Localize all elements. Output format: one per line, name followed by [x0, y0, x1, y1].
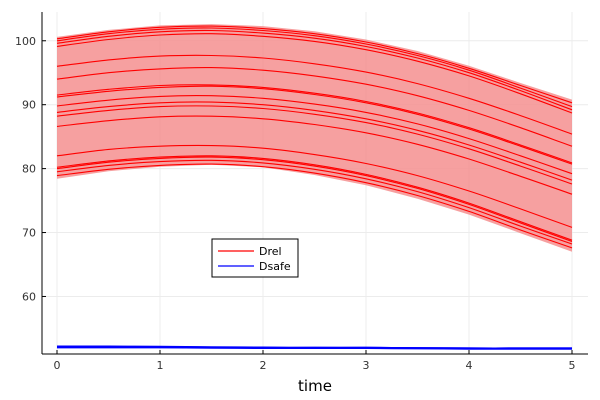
series-line-19 [57, 345, 572, 350]
y-ticks: 60 70 80 90 100 [15, 35, 46, 303]
series-line-9 [56, 101, 573, 181]
x-tick-label: 3 [363, 359, 370, 372]
series-line-11 [56, 115, 573, 195]
series-line-0 [56, 25, 573, 104]
legend-box [211, 238, 299, 278]
x-tick-label: 4 [466, 359, 473, 372]
x-axis-title: time [298, 377, 332, 395]
y-tick-label: 80 [22, 163, 36, 176]
y-tick-label: 70 [22, 227, 36, 240]
legend-label-drel: Drel [259, 245, 282, 258]
y-tick-label: 60 [22, 290, 36, 303]
series-line-4 [56, 54, 573, 135]
series-line-16 [56, 163, 573, 249]
series-line-15 [56, 159, 573, 245]
series-line-10 [56, 105, 573, 185]
x-tick-label: 5 [569, 359, 576, 372]
series-line-14 [56, 156, 573, 243]
series-line-6 [56, 84, 573, 164]
x-tick-label: 1 [157, 359, 164, 372]
y-tick-label: 100 [15, 35, 36, 48]
legend-label-dsafe: Dsafe [259, 260, 291, 273]
series-line-5 [56, 67, 573, 147]
series-line-13 [56, 155, 573, 241]
series-line-2 [56, 29, 573, 111]
x-ticks: 0 1 2 3 4 5 [54, 350, 576, 372]
legend: Drel Dsafe [211, 238, 299, 278]
y-tick-label: 90 [22, 99, 36, 112]
series-line-7 [56, 85, 573, 165]
x-tick-label: 0 [54, 359, 61, 372]
series-line-3 [56, 33, 573, 114]
x-tick-label: 2 [260, 359, 267, 372]
series-line-12 [56, 144, 573, 228]
series-line-1 [56, 27, 573, 108]
series-line-8 [56, 95, 573, 175]
series-lines [56, 25, 573, 350]
axes [41, 12, 588, 355]
